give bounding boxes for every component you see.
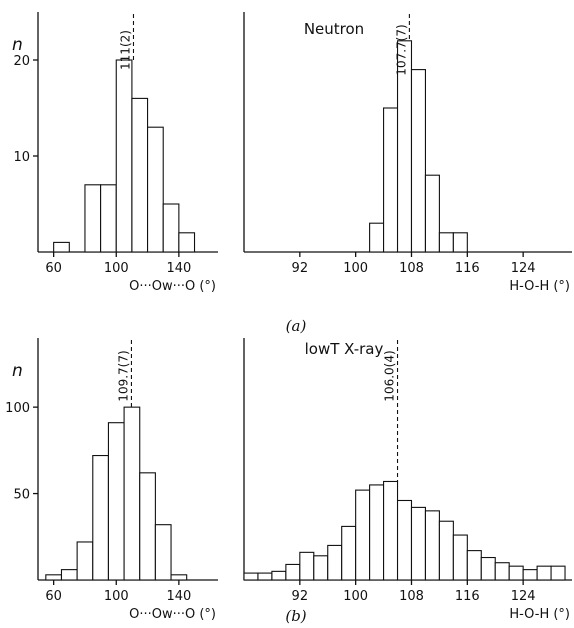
chart4-x-tick-label-3: 116 xyxy=(455,589,480,604)
chart4-bar-19 xyxy=(508,565,524,581)
chart2-bar-3 xyxy=(410,69,426,253)
chart3-x-label: O···Ow···O (°) xyxy=(129,607,216,622)
chart4-bar-5 xyxy=(313,555,329,581)
chart3-bar-1 xyxy=(60,569,78,581)
chart4-x-tick-label-1: 100 xyxy=(343,589,368,604)
chart2-x-tick-label-3: 116 xyxy=(455,261,480,276)
chart3-x-tick-label-2: 140 xyxy=(166,589,191,604)
chart4-bar-18 xyxy=(494,562,510,581)
chart4-bar-6 xyxy=(327,544,343,581)
chart3-bar-7 xyxy=(154,524,172,581)
chart4-bar-20 xyxy=(522,569,538,581)
chart3-y-tick-label-1: 100 xyxy=(5,401,30,416)
chart1-bar-0 xyxy=(53,241,70,253)
chart3-y-label: n xyxy=(12,361,23,381)
chart3-x-tick-label-1: 100 xyxy=(104,589,129,604)
chart1-bar-7 xyxy=(162,203,180,253)
chart1-bar-8 xyxy=(178,232,196,253)
chart1-y-tick-label-0: 10 xyxy=(13,150,30,165)
panel-a-caption: (a) xyxy=(286,317,307,335)
panel-a-title: Neutron xyxy=(304,20,364,38)
chart3-bar-4 xyxy=(107,422,125,581)
chart3-bar-5 xyxy=(123,406,141,581)
chart1-bar-3 xyxy=(100,184,117,253)
chart4-bar-16 xyxy=(466,550,482,581)
chart4-bar-11 xyxy=(396,499,413,581)
chart1-x-tick-label-0: 60 xyxy=(45,261,62,276)
chart4-bar-22 xyxy=(550,565,566,581)
chart3-mean-label: 109.7(7) xyxy=(116,350,130,401)
chart2-x-tick-label-0: 92 xyxy=(292,261,309,276)
chart3-bar-2 xyxy=(76,541,94,581)
chart3-bar-6 xyxy=(139,472,156,581)
chart3-x-tick-label-0: 60 xyxy=(45,589,62,604)
chart4-bar-0 xyxy=(243,572,259,581)
chart4-bar-21 xyxy=(536,565,552,581)
chart4-bar-17 xyxy=(480,556,496,581)
chart4-bar-1 xyxy=(257,572,273,581)
chart4-bar-4 xyxy=(299,551,315,581)
chart2-bar-1 xyxy=(383,107,399,253)
chart3-bar-3 xyxy=(92,454,109,581)
chart3-bar-0 xyxy=(45,574,63,581)
chart1-x-tick-label-1: 100 xyxy=(104,261,129,276)
chart2-bar-5 xyxy=(438,232,454,253)
panel-b-title: lowT X-ray xyxy=(305,340,384,358)
chart2-x-label: H-O-H (°) xyxy=(509,279,570,294)
panel-b-caption: (b) xyxy=(285,607,306,625)
chart4-bar-14 xyxy=(438,520,454,581)
chart1-x-label: O···Ow···O (°) xyxy=(129,279,216,294)
chart4-bar-7 xyxy=(341,525,357,581)
chart4-x-tick-label-2: 108 xyxy=(399,589,424,604)
chart1-bar-6 xyxy=(147,126,164,253)
chart2-x-tick-label-4: 124 xyxy=(511,261,536,276)
chart4-bar-13 xyxy=(424,510,440,581)
chart1-bar-5 xyxy=(131,97,149,253)
chart3-y-tick-label-0: 50 xyxy=(13,488,30,503)
chart2-x-tick-label-2: 108 xyxy=(399,261,424,276)
chart4-bar-10 xyxy=(383,480,399,581)
chart2-mean-label: 107.7(7) xyxy=(394,24,408,75)
chart1-mean-label: 111(2) xyxy=(118,30,132,70)
chart3-bar-8 xyxy=(170,574,188,581)
chart2-x-tick-label-1: 100 xyxy=(343,261,368,276)
chart2-bar-6 xyxy=(452,232,468,253)
chart2-bar-4 xyxy=(424,174,440,253)
chart4-bar-15 xyxy=(452,534,468,581)
chart4-x-tick-label-4: 124 xyxy=(511,589,536,604)
chart1-x-tick-label-2: 140 xyxy=(166,261,191,276)
chart1-bar-2 xyxy=(84,184,102,253)
chart1-bar-4 xyxy=(115,59,133,253)
chart4-x-label: H-O-H (°) xyxy=(509,607,570,622)
chart4-x-tick-label-0: 92 xyxy=(292,589,309,604)
chart4-bar-3 xyxy=(285,563,301,581)
chart2-bar-0 xyxy=(369,222,385,253)
chart4-bar-2 xyxy=(271,570,287,581)
chart1-y-tick-label-1: 20 xyxy=(13,54,30,69)
chart4-mean-label: 106.0(4) xyxy=(383,350,397,401)
chart4-bar-12 xyxy=(410,506,426,581)
chart4-bar-8 xyxy=(355,489,371,581)
chart1-y-label: n xyxy=(12,35,23,55)
chart4-bar-9 xyxy=(369,484,385,581)
